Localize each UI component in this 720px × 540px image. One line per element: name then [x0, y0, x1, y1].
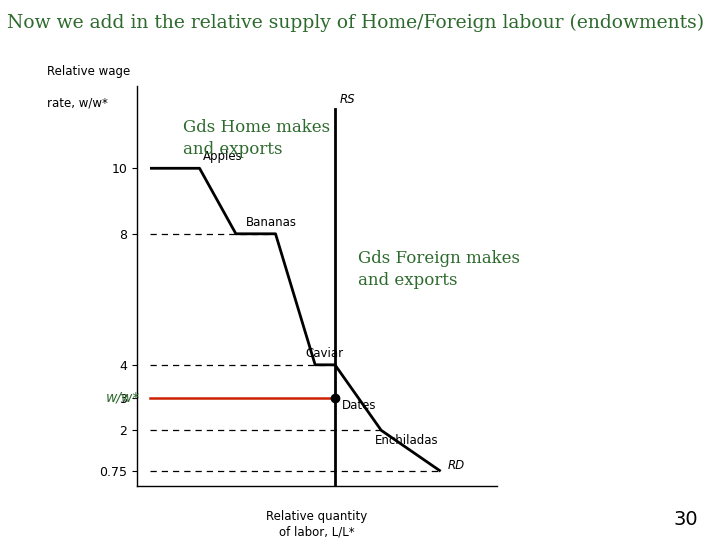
Text: Apples: Apples	[203, 150, 243, 164]
Text: Enchiladas: Enchiladas	[374, 434, 438, 447]
Text: Dates: Dates	[341, 399, 376, 413]
Text: Relative quantity: Relative quantity	[266, 510, 367, 523]
Text: Now we add in the relative supply of Home/Foreign labour (endowments): Now we add in the relative supply of Hom…	[7, 14, 704, 32]
Text: Gds Home makes
and exports: Gds Home makes and exports	[183, 119, 330, 158]
Text: Bananas: Bananas	[246, 216, 297, 229]
Text: of labor, L/L*: of labor, L/L*	[279, 526, 355, 539]
Text: w/w*: w/w*	[106, 390, 140, 404]
Text: rate, w/w*: rate, w/w*	[47, 97, 108, 110]
Text: Gds Foreign makes
and exports: Gds Foreign makes and exports	[358, 250, 520, 289]
Text: 30: 30	[674, 510, 698, 529]
Text: Relative wage: Relative wage	[47, 65, 130, 78]
Text: RS: RS	[340, 93, 356, 106]
Text: RD: RD	[447, 459, 464, 472]
Text: Caviar: Caviar	[305, 347, 343, 360]
